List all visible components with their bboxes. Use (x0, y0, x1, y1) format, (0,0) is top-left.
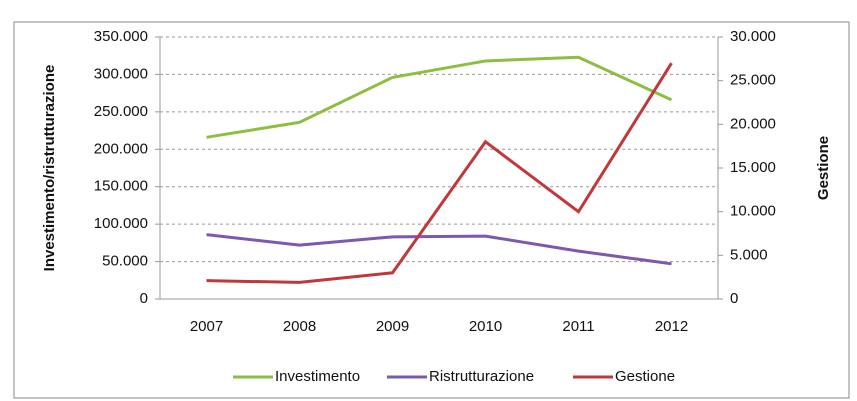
y-tick-label: 150.000 (94, 178, 148, 195)
y-tick-label: 0 (140, 290, 148, 307)
y-tick-label: 200.000 (94, 140, 148, 157)
y-tick-label: 250.000 (94, 103, 148, 120)
y-tick-label: 50.000 (102, 253, 148, 270)
chart-frame (13, 21, 850, 399)
series-line (206, 233, 672, 266)
y2-tick-label: 25.000 (730, 72, 776, 89)
y-tick-label: 300.000 (94, 65, 148, 82)
x-tick-label: 2007 (190, 318, 223, 335)
y-axis-title: Investimento/ristrutturazione (41, 65, 58, 272)
legend-label: Gestione (615, 368, 675, 385)
series-line (206, 62, 673, 284)
y2-tick-label: 0 (730, 290, 738, 307)
x-tick-label: 2009 (376, 318, 409, 335)
y2-axis-title: Gestione (815, 136, 832, 200)
legend-label: Ristrutturazione (429, 368, 534, 385)
y2-tick-label: 5.000 (730, 246, 768, 263)
y2-tick-label: 30.000 (730, 28, 776, 45)
x-tick-label: 2010 (469, 318, 502, 335)
legend-label: Investimento (275, 368, 360, 385)
y-tick-label: 100.000 (94, 215, 148, 232)
x-tick-label: 2012 (655, 318, 688, 335)
x-tick-label: 2008 (283, 318, 316, 335)
y2-tick-label: 10.000 (730, 203, 776, 220)
x-tick-label: 2011 (562, 318, 594, 335)
y2-tick-label: 15.000 (730, 159, 776, 176)
y2-tick-label: 20.000 (730, 115, 776, 132)
series-line (206, 55, 673, 139)
y-tick-label: 350.000 (94, 28, 148, 45)
